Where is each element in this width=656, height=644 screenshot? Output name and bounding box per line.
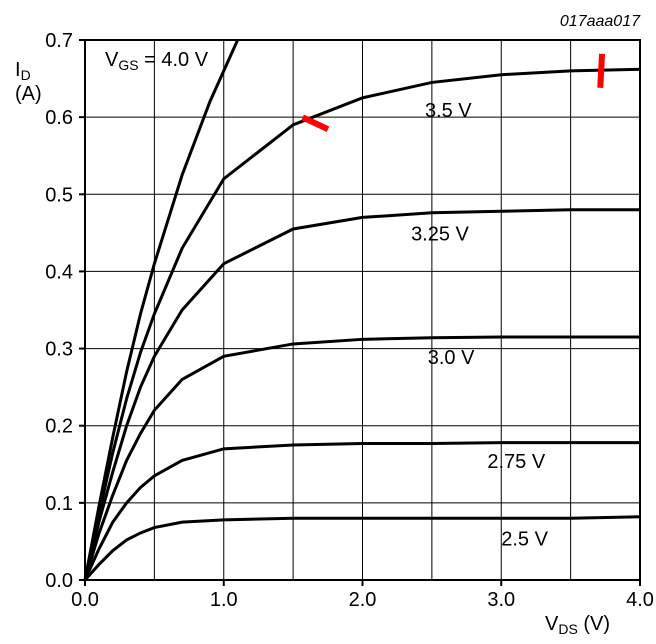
y-tick-label: 0.5 — [45, 184, 73, 206]
vgs-label: VGS = 4.0 V — [105, 49, 209, 73]
y-axis-unit: (A) — [15, 83, 42, 105]
x-tick-label: 4.0 — [626, 589, 654, 611]
series-label: 3.5 V — [425, 100, 472, 122]
iv-curve — [85, 40, 238, 580]
red-marker — [303, 117, 328, 129]
red-marker — [600, 54, 602, 88]
y-tick-label: 0.4 — [45, 261, 73, 283]
y-tick-label: 0.1 — [45, 493, 73, 515]
x-tick-label: 3.0 — [487, 589, 515, 611]
y-tick-label: 0.6 — [45, 107, 73, 129]
x-tick-label: 2.0 — [349, 589, 377, 611]
x-tick-label: 1.0 — [210, 589, 238, 611]
series-label: 3.0 V — [428, 347, 475, 369]
x-axis-label: VDS (V) — [545, 613, 610, 637]
y-tick-label: 0.0 — [45, 570, 73, 592]
y-tick-label: 0.7 — [45, 30, 73, 52]
y-tick-label: 0.3 — [45, 339, 73, 361]
series-label: 3.25 V — [411, 224, 469, 246]
x-tick-label: 0.0 — [71, 589, 99, 611]
chart-container: 0.0 1.0 2.0 3.0 4.0 0.0 0.1 0.2 0.3 0.4 0.5 0.6 0.7 2… — [0, 0, 656, 644]
figure-code: 017aaa017 — [560, 13, 641, 30]
y-tick-label: 0.2 — [45, 416, 73, 438]
y-axis-label: ID — [15, 59, 31, 83]
output-characteristics-chart: 0.0 1.0 2.0 3.0 4.0 0.0 0.1 0.2 0.3 0.4 0.5 0.6 0.7 2… — [0, 0, 656, 644]
series-label: 2.75 V — [487, 451, 545, 473]
series-label: 2.5 V — [501, 528, 548, 550]
